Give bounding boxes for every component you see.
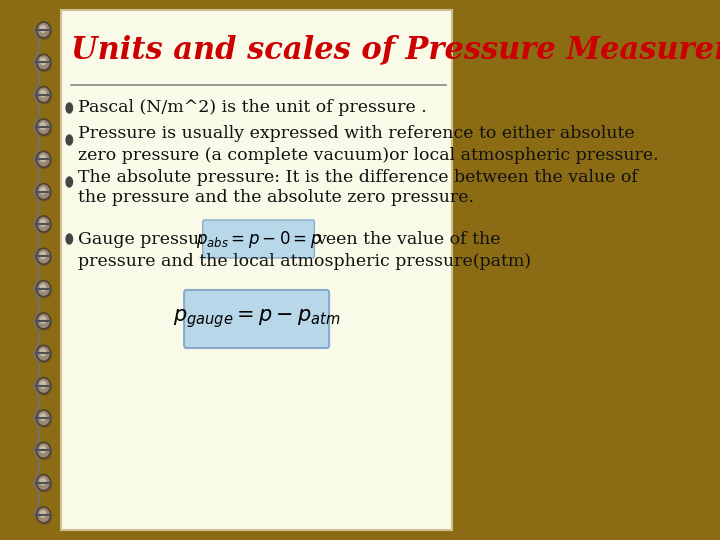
Text: $p_{abs} = p - 0 = p$: $p_{abs} = p - 0 = p$ [196,228,321,249]
Ellipse shape [40,316,47,324]
Ellipse shape [37,377,50,394]
Ellipse shape [37,410,50,426]
Ellipse shape [40,25,47,33]
FancyBboxPatch shape [184,290,329,348]
Ellipse shape [37,475,50,491]
Ellipse shape [37,346,50,361]
FancyBboxPatch shape [61,10,452,530]
Ellipse shape [40,284,47,292]
Ellipse shape [37,22,50,38]
Ellipse shape [38,347,52,363]
Ellipse shape [37,248,50,265]
Ellipse shape [38,89,52,105]
Ellipse shape [38,282,52,299]
Ellipse shape [40,381,47,389]
Ellipse shape [40,57,47,65]
Text: $p_{gauge} = p - p_{atm}$: $p_{gauge} = p - p_{atm}$ [173,308,341,330]
Text: the pressure and the absolute zero pressure.: the pressure and the absolute zero press… [78,190,474,206]
Ellipse shape [38,121,52,137]
Ellipse shape [40,446,47,454]
Ellipse shape [37,119,50,135]
Ellipse shape [37,281,50,296]
Ellipse shape [37,86,50,103]
Ellipse shape [38,477,52,492]
FancyBboxPatch shape [203,220,315,258]
Ellipse shape [40,90,47,98]
Ellipse shape [38,186,52,201]
Text: Pressure is usually expressed with reference to either absolute: Pressure is usually expressed with refer… [78,125,635,143]
Ellipse shape [37,151,50,167]
Ellipse shape [37,216,50,232]
Text: The absolute pressure: It is the difference between the value of: The absolute pressure: It is the differe… [78,168,638,186]
Text: Gauge pressure: It i: Gauge pressure: It i [78,231,254,247]
Ellipse shape [38,412,52,428]
Text: zero pressure (a complete vacuum)or local atmospheric pressure.: zero pressure (a complete vacuum)or loca… [78,146,659,164]
Ellipse shape [38,315,52,331]
Ellipse shape [40,478,47,485]
Ellipse shape [38,380,52,396]
Ellipse shape [40,510,47,518]
Text: Pascal (N/m^2) is the unit of pressure .: Pascal (N/m^2) is the unit of pressure . [78,99,427,117]
Ellipse shape [40,413,47,421]
Text: pressure and the local atmospheric pressure(patm): pressure and the local atmospheric press… [78,253,531,269]
Ellipse shape [38,56,52,72]
Circle shape [66,177,73,187]
Circle shape [66,103,73,113]
Ellipse shape [37,442,50,458]
Ellipse shape [40,122,47,130]
Ellipse shape [37,313,50,329]
Ellipse shape [38,153,52,170]
Ellipse shape [40,219,47,227]
Text: veen the value of the: veen the value of the [316,231,500,247]
Ellipse shape [40,348,47,356]
Ellipse shape [38,509,52,525]
Ellipse shape [38,444,52,460]
Ellipse shape [38,251,52,266]
Ellipse shape [40,251,47,259]
Ellipse shape [40,187,47,194]
Ellipse shape [40,154,47,163]
Circle shape [66,234,73,244]
Ellipse shape [37,507,50,523]
Ellipse shape [38,218,52,234]
Circle shape [66,135,73,145]
Ellipse shape [37,184,50,200]
Text: Units and scales of Pressure Measurement: Units and scales of Pressure Measurement [71,35,720,65]
Ellipse shape [37,55,50,70]
Ellipse shape [38,24,52,40]
